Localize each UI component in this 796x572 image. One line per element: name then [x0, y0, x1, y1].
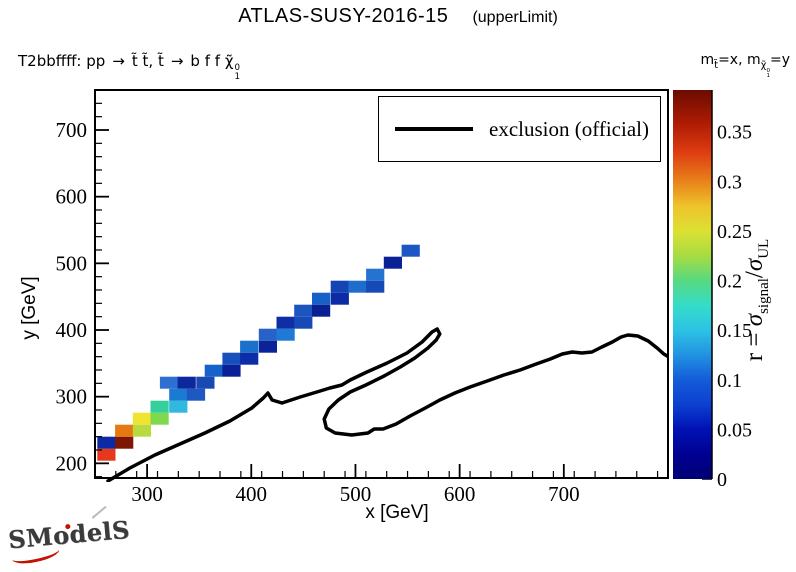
mass2-subscript: χ̃ 0 1	[760, 59, 770, 79]
heatmap-cell	[97, 448, 116, 461]
plot-frame	[94, 89, 669, 479]
heatmap-cell	[312, 292, 331, 305]
heatmap-cell	[115, 436, 134, 449]
heatmap-cell	[132, 412, 151, 425]
heatmap-cell	[177, 376, 196, 389]
heatmap-cell	[383, 256, 402, 269]
y-tick-label: 700	[56, 118, 88, 142]
colorbar-title-slash: /	[741, 271, 768, 279]
heatmap-cell	[115, 424, 134, 437]
y-tick-label: 600	[56, 185, 88, 209]
heatmap-cell	[312, 304, 331, 317]
heatmap-cell	[401, 244, 420, 257]
heatmap-cells	[97, 244, 420, 461]
chi-subscript: 1	[234, 72, 241, 83]
axis-ticks	[95, 102, 712, 480]
legend-line-sample	[395, 127, 473, 131]
x-tick-label: 600	[444, 482, 476, 506]
sigma-glyph: σ	[741, 258, 768, 272]
chi-subscript: 1	[766, 73, 770, 80]
axis-tick-labels: 300 400 500 600 700 200 300 400 500 600 700 0 0.05 0.…	[56, 118, 753, 506]
x-tick-label: 700	[548, 482, 580, 506]
heatmap-cell	[330, 292, 349, 305]
chi-glyph: χ̃	[760, 59, 767, 71]
x-tick-label: 300	[131, 482, 163, 506]
mass2-symbol: m	[746, 52, 761, 68]
y-axis-title: y [GeV]	[19, 276, 40, 340]
colorbar-title: r = σsignal/σUL	[741, 239, 773, 361]
chi-glyph: χ̃	[224, 52, 234, 70]
mass-note-end: =y	[769, 52, 790, 68]
arrow-icon: →	[170, 52, 184, 70]
heatmap-cell	[186, 388, 206, 401]
legend-box: exclusion (official)	[378, 96, 661, 162]
y-tick-label: 200	[56, 451, 88, 475]
heatmap-cell	[150, 412, 169, 425]
y-tick-label: 400	[56, 318, 88, 342]
heatmap-cell	[159, 376, 179, 389]
process-label: T2bbffff: pp → t̃ t̃, t̃ → b f f χ̃ 0 1	[18, 52, 240, 82]
heatmap-cell	[366, 280, 385, 293]
process-prefix: T2bbffff: pp	[18, 52, 106, 70]
arrow-icon: →	[112, 52, 125, 70]
heatmap-cell	[97, 436, 116, 449]
heatmap-cell	[150, 400, 169, 413]
legend-label: exclusion (official)	[489, 116, 649, 141]
plot-subtitle: (upperLimit)	[472, 9, 558, 26]
mass1-subscript: t̃	[714, 59, 719, 71]
heatmap-cell	[258, 340, 277, 353]
mass1-symbol: m	[700, 52, 715, 68]
colorbar-tick-label: 0.2	[717, 271, 742, 293]
heatmap-cell	[240, 340, 259, 353]
heatmap-cell	[258, 328, 277, 341]
x-tick-label: 500	[340, 482, 372, 506]
process-decay: b f f	[190, 52, 221, 70]
heatmap-cell	[204, 364, 223, 377]
y-tick-label: 300	[56, 385, 88, 409]
colorbar-tick-label: 0.15	[717, 320, 752, 342]
heatmap-cell	[348, 280, 367, 293]
mass-axes-note: mt̃=x, mχ̃ 0 1 =y	[700, 52, 790, 80]
heatmap-cell	[276, 328, 295, 341]
colorbar-tick-label: 0	[717, 469, 727, 491]
chi-superscript: 0	[234, 63, 241, 74]
chi-superscript: 0	[766, 67, 770, 74]
mass-note-separator: =x,	[718, 52, 747, 68]
x-tick-label: 400	[236, 482, 268, 506]
heatmap-cell	[240, 352, 259, 365]
heatmap-cell	[222, 364, 241, 377]
x-axis-title: x [GeV]	[365, 502, 429, 523]
heatmap-cell	[222, 352, 241, 365]
plot-title: ATLAS-SUSY-2016-15	[238, 5, 449, 27]
exclusion-curve	[106, 327, 668, 482]
heatmap-cell	[366, 268, 385, 281]
heatmap-cell	[276, 316, 295, 329]
neutralino-symbol: χ̃ 0 1	[224, 52, 240, 81]
colorbar-gradient	[673, 90, 712, 479]
heatmap-cell	[169, 388, 188, 401]
heatmap-cell	[132, 424, 151, 437]
colorbar-title-sub1: signal	[756, 278, 772, 314]
y-tick-label: 500	[56, 251, 88, 275]
colorbar-title-prefix: r =	[741, 326, 768, 362]
colorbar-tick-label: 0.35	[717, 122, 752, 144]
colorbar-tick-label: 0.25	[717, 221, 752, 243]
heatmap-cell	[169, 400, 188, 413]
sigma-glyph: σ	[741, 313, 768, 327]
colorbar-title-sub2: UL	[756, 238, 772, 259]
colorbar-tick-label: 0.05	[717, 419, 752, 441]
heatmap-cell	[294, 316, 313, 329]
heatmap-cell	[294, 304, 313, 317]
colorbar-tick-label: 0.3	[717, 171, 742, 193]
colorbar-tick-label: 0.1	[717, 370, 742, 392]
heatmap-cell	[330, 280, 349, 293]
process-stops: t̃ t̃, t̃	[131, 52, 164, 70]
heatmap-cell	[196, 376, 215, 389]
plot-title-row: ATLAS-SUSY-2016-15 (upperLimit)	[0, 5, 796, 28]
